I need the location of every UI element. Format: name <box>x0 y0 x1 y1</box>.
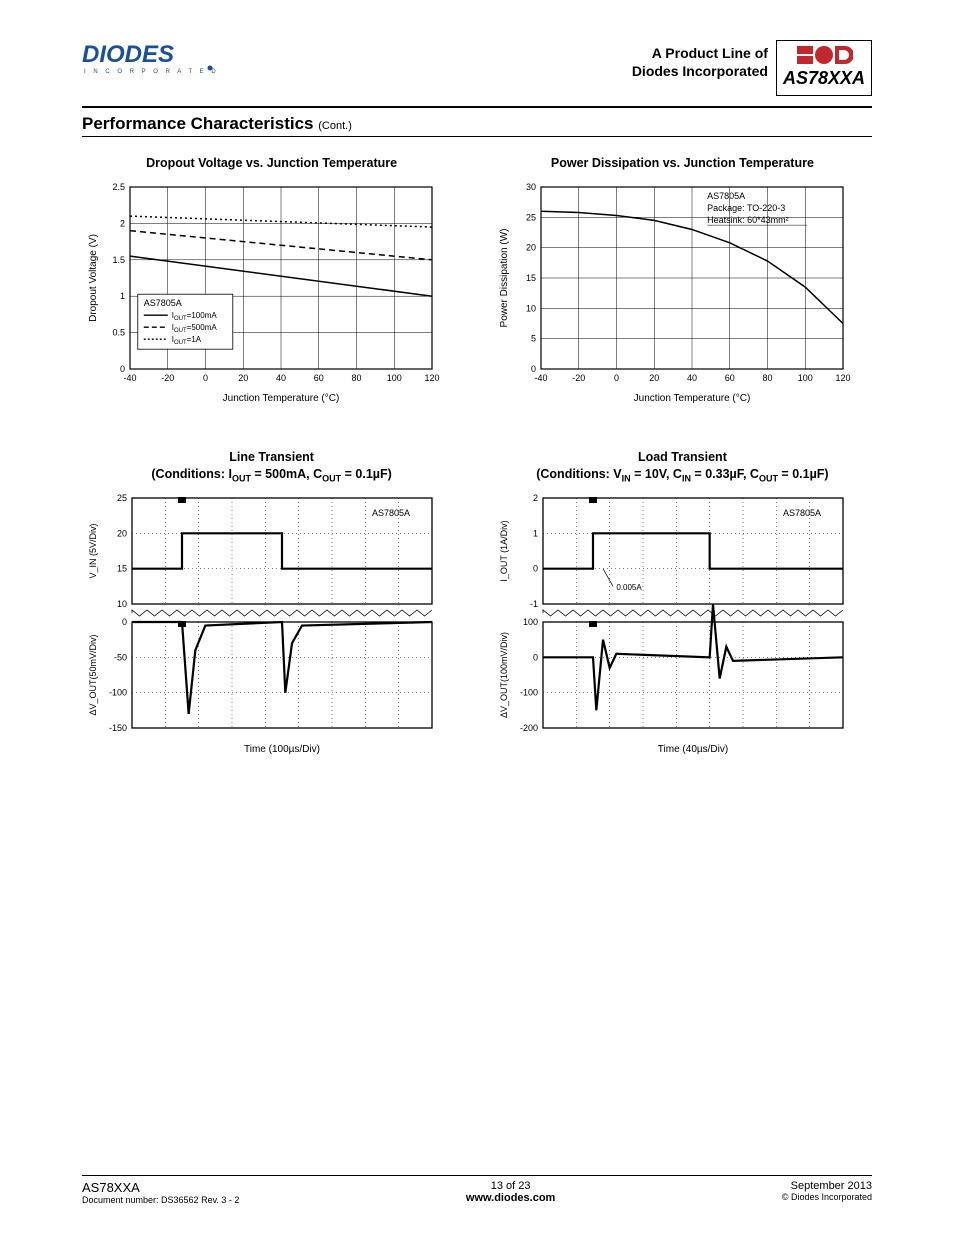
footer-doc: Document number: DS36562 Rev. 3 - 2 <box>82 1195 239 1205</box>
svg-text:120: 120 <box>424 373 439 383</box>
svg-text:80: 80 <box>351 373 361 383</box>
svg-text:ΔV_OUT(50mV/Div): ΔV_OUT(50mV/Div) <box>88 634 98 715</box>
svg-text:0.5: 0.5 <box>112 328 125 338</box>
svg-text:AS7805A: AS7805A <box>707 191 745 201</box>
svg-text:AS7805A: AS7805A <box>783 508 821 518</box>
svg-text:0: 0 <box>614 373 619 383</box>
svg-text:5: 5 <box>531 334 536 344</box>
svg-text:0: 0 <box>122 617 127 627</box>
footer-url: www.diodes.com <box>466 1192 555 1204</box>
svg-text:40: 40 <box>276 373 286 383</box>
svg-text:Junction Temperature (°C): Junction Temperature (°C) <box>633 393 750 404</box>
svg-text:15: 15 <box>526 273 536 283</box>
svg-text:0: 0 <box>531 364 536 374</box>
chart2-title: Power Dissipation vs. Junction Temperatu… <box>493 155 872 171</box>
svg-text:Time (40µs/Div): Time (40µs/Div) <box>658 744 728 755</box>
footer: AS78XXA Document number: DS36562 Rev. 3 … <box>82 1175 872 1205</box>
chart3: 10 15 20 25 -150 -100 -50 0 V_IN (5V/Div) ΔV_OUT(… <box>82 493 461 758</box>
section-title: Performance Characteristics (Cont.) <box>82 114 872 134</box>
footer-date: September 2013 <box>782 1180 872 1192</box>
svg-text:-100: -100 <box>520 687 538 697</box>
svg-text:AS7805A: AS7805A <box>372 508 410 518</box>
svg-text:Heatsink: 60*43mm²: Heatsink: 60*43mm² <box>707 215 789 225</box>
footer-copy: © Diodes Incorporated <box>782 1192 872 1202</box>
logo-sub: I N C O R P O R A T E D <box>84 69 219 75</box>
bcd-icons <box>783 44 865 66</box>
svg-text:1: 1 <box>533 528 538 538</box>
svg-text:100: 100 <box>387 373 402 383</box>
svg-text:I_OUT (1A/Div): I_OUT (1A/Div) <box>499 520 509 581</box>
header-rule <box>82 106 872 108</box>
svg-text:Power Dissipation (W): Power Dissipation (W) <box>499 229 510 328</box>
svg-text:1: 1 <box>120 291 125 301</box>
section-rule <box>82 136 872 137</box>
section-cont: (Cont.) <box>318 120 352 132</box>
svg-text:80: 80 <box>762 373 772 383</box>
product-line-text: A Product Line of Diodes Incorporated <box>632 44 768 80</box>
footer-page: 13 of 23 <box>466 1180 555 1192</box>
svg-text:2.5: 2.5 <box>112 182 125 192</box>
svg-text:-200: -200 <box>520 723 538 733</box>
section-title-text: Performance Characteristics <box>82 114 314 133</box>
diodes-logo: DIODES I N C O R P O R A T E D <box>82 40 232 78</box>
svg-text:60: 60 <box>725 373 735 383</box>
svg-text:30: 30 <box>526 182 536 192</box>
chart4: -1 0 1 2 -200 -100 0 100 I_OUT (1A/Div) ΔV_OUT(10… <box>493 493 872 758</box>
product-line-1: A Product Line of <box>632 44 768 62</box>
chart4-title-l1: Load Transient <box>638 450 727 464</box>
svg-text:60: 60 <box>314 373 324 383</box>
svg-text:V_IN (5V/Div): V_IN (5V/Div) <box>88 523 98 578</box>
svg-text:0: 0 <box>120 364 125 374</box>
svg-text:10: 10 <box>526 304 536 314</box>
svg-text:ΔV_OUT(100mV/Div): ΔV_OUT(100mV/Div) <box>499 632 509 718</box>
svg-text:-100: -100 <box>109 687 127 697</box>
chart3-title-l2: (Conditions: IOUT = 500mA, COUT = 0.1µF) <box>151 467 391 481</box>
svg-text:20: 20 <box>117 528 127 538</box>
svg-text:120: 120 <box>835 373 850 383</box>
part-number: AS78XXA <box>783 68 865 89</box>
chart2: -40 -20 0 20 40 60 80 100 120 0 5 10 15 20 25 30 Junctio… <box>493 179 872 409</box>
svg-text:1.5: 1.5 <box>112 255 125 265</box>
svg-text:0: 0 <box>533 652 538 662</box>
footer-part: AS78XXA <box>82 1180 239 1195</box>
svg-text:15: 15 <box>117 563 127 573</box>
svg-text:Dropout Voltage (V): Dropout Voltage (V) <box>88 234 99 322</box>
svg-text:25: 25 <box>117 493 127 503</box>
chart4-title: Load Transient (Conditions: VIN = 10V, C… <box>493 449 872 484</box>
svg-text:0: 0 <box>203 373 208 383</box>
svg-text:40: 40 <box>687 373 697 383</box>
svg-text:AS7805A: AS7805A <box>144 298 182 308</box>
svg-text:20: 20 <box>526 243 536 253</box>
chart3-title-l1: Line Transient <box>229 450 314 464</box>
svg-text:Time (100µs/Div): Time (100µs/Div) <box>244 744 320 755</box>
bcd-box: AS78XXA <box>776 40 872 96</box>
svg-text:-40: -40 <box>534 373 547 383</box>
svg-text:100: 100 <box>523 617 538 627</box>
svg-text:-20: -20 <box>161 373 174 383</box>
svg-text:10: 10 <box>117 599 127 609</box>
page-header: DIODES I N C O R P O R A T E D A Product… <box>82 40 872 96</box>
svg-text:2: 2 <box>120 219 125 229</box>
svg-text:-150: -150 <box>109 723 127 733</box>
chart1: -40 -20 0 20 40 60 80 100 120 0 0.5 1 1.5 2 2.5 Junctio… <box>82 179 461 409</box>
svg-text:20: 20 <box>649 373 659 383</box>
svg-text:-50: -50 <box>114 652 127 662</box>
product-line-2: Diodes Incorporated <box>632 62 768 80</box>
svg-text:2: 2 <box>533 493 538 503</box>
logo-text: DIODES <box>82 41 174 68</box>
svg-text:20: 20 <box>238 373 248 383</box>
svg-text:0: 0 <box>533 563 538 573</box>
svg-text:-40: -40 <box>123 373 136 383</box>
chart3-title: Line Transient (Conditions: IOUT = 500mA… <box>82 449 461 484</box>
chart4-title-l2: (Conditions: VIN = 10V, CIN = 0.33µF, CO… <box>536 467 828 481</box>
svg-text:Package: TO-220-3: Package: TO-220-3 <box>707 203 785 213</box>
svg-text:Junction Temperature (°C): Junction Temperature (°C) <box>223 393 340 404</box>
svg-text:-1: -1 <box>530 599 538 609</box>
chart1-title: Dropout Voltage vs. Junction Temperature <box>82 155 461 171</box>
svg-text:0.005A: 0.005A <box>616 583 642 592</box>
svg-text:100: 100 <box>798 373 813 383</box>
svg-text:-20: -20 <box>572 373 585 383</box>
svg-text:25: 25 <box>526 213 536 223</box>
